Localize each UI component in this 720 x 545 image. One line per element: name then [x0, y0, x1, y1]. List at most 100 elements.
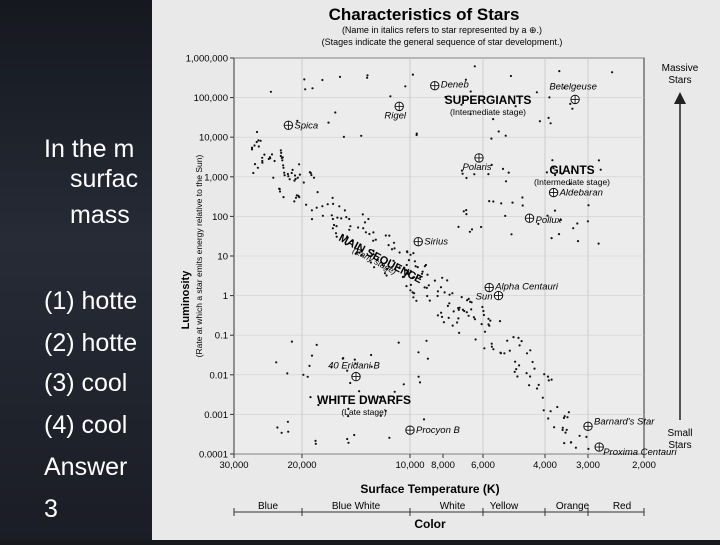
star-dot	[372, 249, 375, 252]
star-name-label: 40 Eridani B	[328, 361, 380, 372]
star-dot	[497, 130, 500, 133]
star-dot	[569, 102, 572, 105]
y-tick-label: 0.01	[210, 370, 229, 381]
star-dot	[480, 225, 483, 229]
star-dot	[531, 360, 534, 364]
star-dot	[346, 369, 349, 372]
star-dot	[473, 173, 476, 176]
star-dot	[392, 241, 396, 244]
star-dot	[316, 191, 319, 194]
star-dot	[489, 319, 492, 322]
star-dot	[465, 176, 468, 180]
star-dot	[492, 200, 495, 203]
star-dot	[468, 230, 471, 233]
star-dot	[542, 409, 545, 412]
star-dot	[409, 269, 412, 273]
star-dot	[270, 153, 274, 156]
star-dot	[294, 196, 298, 199]
star-name-label: Rigel	[384, 110, 407, 121]
star-dot	[321, 78, 324, 82]
y-tick-label: 100	[212, 212, 228, 223]
star-dot	[334, 111, 337, 114]
star-dot	[290, 171, 293, 175]
star-dot	[335, 225, 338, 228]
star-dot	[398, 266, 401, 269]
star-dot	[362, 227, 365, 230]
star-dot	[457, 317, 460, 320]
star-dot	[563, 415, 566, 418]
star-dot	[373, 266, 376, 269]
star-dot	[272, 176, 275, 179]
star-dot	[360, 253, 363, 257]
star-dot	[397, 341, 400, 344]
star-dot	[383, 272, 387, 275]
star-dot	[332, 223, 336, 227]
star-dot	[283, 171, 286, 174]
star-dot	[597, 159, 600, 162]
star-dot	[442, 321, 445, 324]
star-dot	[315, 206, 318, 209]
star-dot	[353, 358, 356, 361]
star-dot	[369, 261, 372, 264]
figure-subtitle-1: (Name in italics refers to star represen…	[342, 25, 542, 35]
star-dot	[405, 285, 408, 288]
answer-option-1: (1) hotte	[44, 287, 138, 315]
star-dot	[315, 343, 318, 346]
star-dot	[363, 221, 367, 224]
star-dot	[452, 310, 455, 313]
axis-ticks: 1,000,000 100,000 10,000 1,000 100 10 1 0.1 0.01…	[186, 54, 656, 472]
star-dot	[404, 85, 407, 88]
named-star: 40 Eridani B	[328, 361, 381, 382]
star-dot	[336, 216, 339, 219]
star-dot	[287, 175, 290, 178]
star-dot	[348, 217, 351, 221]
star-dot	[460, 296, 463, 299]
named-star: Proxima Centauri	[594, 442, 677, 458]
star-dot	[535, 91, 538, 94]
star-dot	[279, 149, 282, 152]
star-dot	[372, 253, 375, 256]
star-dot	[317, 403, 320, 407]
star-dot	[586, 220, 589, 223]
star-dot	[490, 137, 493, 140]
star-dot	[388, 234, 391, 237]
star-dot	[390, 248, 394, 251]
star-dot	[416, 266, 419, 269]
star-dot	[366, 76, 369, 79]
star-dot	[427, 284, 430, 287]
star-dot	[282, 196, 285, 199]
star-dot	[278, 190, 282, 193]
x-tick-label: 30,000	[219, 460, 248, 471]
star-dot	[411, 73, 414, 76]
star-dot	[443, 291, 446, 294]
star-dot	[286, 420, 289, 423]
star-dot	[347, 407, 350, 410]
star-dot	[570, 170, 574, 173]
star-dot	[512, 336, 515, 339]
y-tick-label: 0.0001	[199, 450, 228, 461]
star-dot	[457, 225, 460, 228]
star-dot	[553, 209, 557, 212]
star-dot	[349, 381, 352, 385]
color-label: Red	[613, 501, 631, 512]
star-dot	[556, 405, 559, 409]
star-dot	[461, 172, 464, 175]
star-dot	[276, 426, 279, 429]
figure-subtitle-2: (Stages indicate the general sequence of…	[322, 37, 563, 47]
star-dot	[587, 447, 590, 450]
star-dot	[552, 167, 555, 170]
star-name-label: Sun	[476, 292, 493, 303]
star-dot	[418, 381, 422, 384]
star-dot	[384, 234, 387, 237]
star-dot	[269, 90, 272, 93]
star-dot	[327, 121, 330, 124]
star-dot	[464, 78, 467, 81]
star-dot	[428, 299, 431, 302]
star-name-label: Proxima Centauri	[603, 447, 677, 458]
star-dot	[444, 95, 447, 99]
star-dot	[549, 410, 552, 413]
star-dot	[303, 78, 306, 81]
star-dot	[521, 204, 524, 207]
x-tick-label: 6,000	[471, 460, 495, 471]
star-dot	[338, 75, 342, 78]
